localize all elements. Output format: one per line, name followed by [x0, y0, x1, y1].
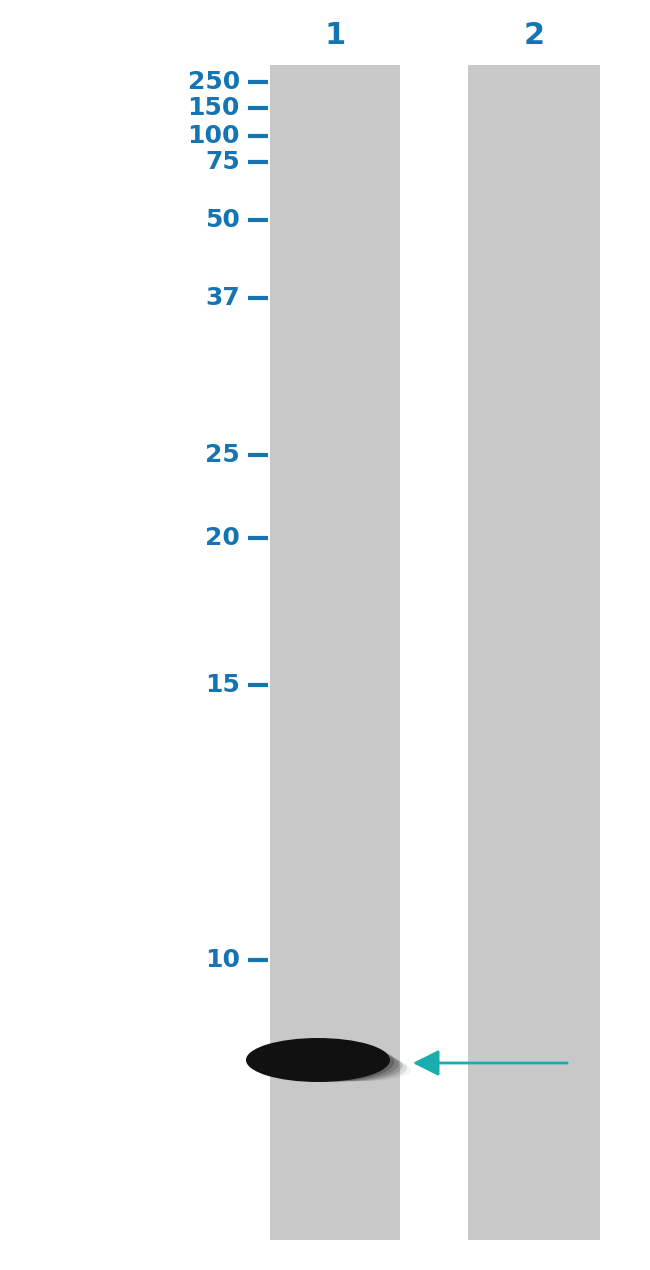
Text: 50: 50 — [205, 208, 240, 232]
Text: 1: 1 — [324, 20, 346, 50]
Ellipse shape — [309, 1055, 407, 1081]
Ellipse shape — [293, 1050, 403, 1081]
Ellipse shape — [278, 1046, 398, 1082]
Bar — [468, 65, 600, 1240]
Text: 100: 100 — [187, 124, 240, 149]
Text: 75: 75 — [205, 150, 240, 174]
Text: 150: 150 — [188, 97, 240, 119]
Ellipse shape — [262, 1043, 395, 1082]
Text: 2: 2 — [523, 20, 545, 50]
Bar — [270, 65, 400, 1240]
Text: 15: 15 — [205, 673, 240, 697]
Text: 25: 25 — [205, 443, 240, 467]
Ellipse shape — [246, 1038, 390, 1082]
Text: 250: 250 — [188, 70, 240, 94]
Text: 37: 37 — [205, 286, 240, 310]
Text: 10: 10 — [205, 947, 240, 972]
Text: 20: 20 — [205, 526, 240, 550]
